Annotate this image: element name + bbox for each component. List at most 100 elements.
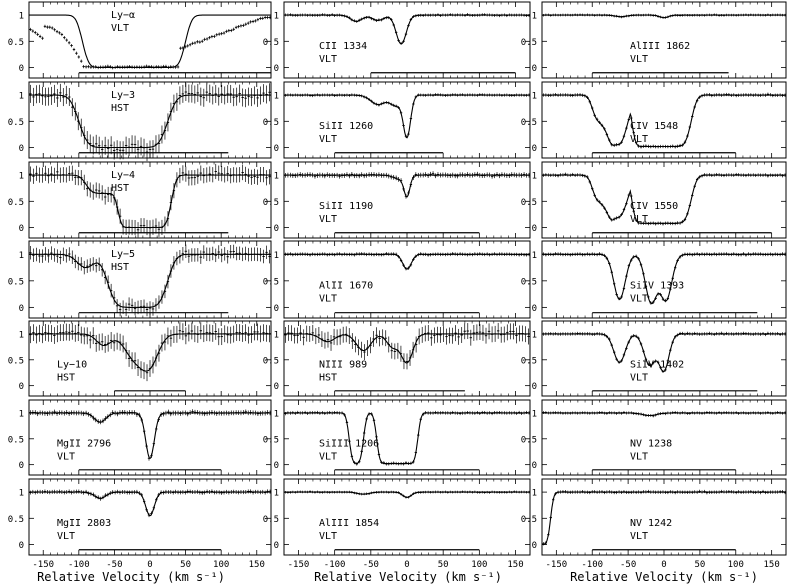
y-tick-label: 0.5 xyxy=(8,118,24,128)
panel-cii-1334: 0 0.5 1 CII 1334 VLT xyxy=(263,1,531,79)
panel-ly-5-3: 0 0.5 1 Ly−5 HST xyxy=(8,240,272,319)
y-tick-label: 1 xyxy=(19,409,24,419)
panel-frame xyxy=(283,240,531,319)
model-curve xyxy=(29,174,271,229)
model-curve xyxy=(29,253,271,308)
panel-instrument-label: VLT xyxy=(630,294,648,305)
panel-siiv-1393: 0 0.5 1 SiIV 1393 VLT xyxy=(521,240,787,319)
panel-ion-label: Ly−5 xyxy=(111,249,135,260)
y-tick-label: 0 xyxy=(274,224,279,234)
y-tick-label: 0 xyxy=(274,304,279,314)
y-tick-label: 0 xyxy=(19,144,24,154)
panel-mgii-2796: 0 0.5 1 MgII 2796 VLT xyxy=(8,399,272,476)
panel-frame xyxy=(541,161,787,239)
y-tick-label: 0.5 xyxy=(263,118,279,128)
panel-ion-label: NIII 989 xyxy=(319,360,367,371)
panel-mgii-2803: 0 0.5 1 MgII 2803 VLT -150 -100 -50 0 50 100 150 xyxy=(8,478,272,570)
panel-civ-1550: 0 0.5 1 CIV 1550 VLT xyxy=(521,161,787,239)
y-tick-label: 0.5 xyxy=(521,277,537,287)
panel-frame xyxy=(283,161,531,239)
y-tick-label: 1 xyxy=(532,330,537,340)
y-tick-label: 0.5 xyxy=(521,356,537,366)
panel-instrument-label: VLT xyxy=(319,531,337,542)
panel-ion-label: MgII 2803 xyxy=(57,518,111,529)
y-tick-label: 1 xyxy=(532,172,537,182)
y-tick-label: 0 xyxy=(532,144,537,154)
panel-ion-label: MgII 2796 xyxy=(57,439,111,450)
y-tick-label: 0 xyxy=(19,224,24,234)
data-points xyxy=(542,172,787,226)
y-tick-label: 0.5 xyxy=(263,356,279,366)
panel-frame xyxy=(283,478,531,556)
data-points xyxy=(542,252,787,305)
x-tick-label: -100 xyxy=(68,560,90,570)
data-points xyxy=(29,489,272,518)
x-tick-label: 150 xyxy=(249,560,265,570)
y-tick-label: 1 xyxy=(274,251,279,261)
model-curve xyxy=(284,174,530,198)
model-curve xyxy=(29,333,271,372)
panel-instrument-label: VLT xyxy=(630,214,648,225)
panel-ion-label: CII 1334 xyxy=(319,41,367,52)
y-tick-label: 0 xyxy=(532,64,537,74)
panel-ion-label: Ly−4 xyxy=(111,170,135,181)
x-tick-label: 100 xyxy=(213,560,229,570)
data-points xyxy=(29,15,272,70)
y-tick-label: 0 xyxy=(19,461,24,471)
panel-ion-label: SiIV 1393 xyxy=(630,281,684,292)
panel-ion-label: Ly−10 xyxy=(57,360,87,371)
y-tick-label: 0 xyxy=(274,541,279,551)
panel-ion-label: SiIII 1206 xyxy=(319,439,379,450)
panel-niii-989: 0 0.5 1 NIII 989 HST xyxy=(263,320,531,397)
y-tick-label: 0 xyxy=(274,64,279,74)
y-tick-label: 0.5 xyxy=(8,198,24,208)
y-tick-label: 1 xyxy=(274,489,279,499)
panel-frame xyxy=(283,1,531,79)
y-tick-label: 0.5 xyxy=(8,435,24,445)
model-curve xyxy=(29,94,271,149)
panel-instrument-label: VLT xyxy=(319,214,337,225)
panel-instrument-label: VLT xyxy=(319,452,337,463)
panel-ion-label: CIV 1550 xyxy=(630,201,678,212)
x-tick-label: 0 xyxy=(404,560,409,570)
model-curve xyxy=(284,253,530,270)
data-points xyxy=(29,244,271,317)
y-tick-label: 0.5 xyxy=(8,356,24,366)
panel-ion-label: AlIII 1862 xyxy=(630,41,690,52)
panel-ion-label: SiII 1260 xyxy=(319,121,373,132)
y-tick-label: 1 xyxy=(274,92,279,102)
panel-instrument-label: HST xyxy=(111,183,129,194)
y-tick-label: 1 xyxy=(19,12,24,22)
model-curve xyxy=(284,14,530,45)
panel-frame xyxy=(541,240,787,319)
y-tick-label: 0 xyxy=(19,64,24,74)
y-tick-label: 0 xyxy=(19,382,24,392)
panel-instrument-label: HST xyxy=(57,373,75,384)
panel-frame xyxy=(283,81,531,159)
y-tick-label: 0.5 xyxy=(263,435,279,445)
panel-civ-1548: 0 0.5 1 CIV 1548 VLT xyxy=(521,81,787,159)
x-tick-label: -100 xyxy=(324,560,346,570)
x-tick-label: -50 xyxy=(363,560,379,570)
model-curve xyxy=(542,174,786,224)
y-tick-label: 1 xyxy=(274,409,279,419)
y-tick-label: 0 xyxy=(532,304,537,314)
model-curve xyxy=(29,412,271,460)
panel-instrument-label: HST xyxy=(319,373,337,384)
y-tick-label: 0 xyxy=(274,461,279,471)
x-tick-label: 0 xyxy=(147,560,152,570)
y-tick-label: 1 xyxy=(274,172,279,182)
y-tick-label: 1 xyxy=(19,172,24,182)
panels: 0 0.5 1 Ly−α VLT 0 0.5 1 Ly−3 HST 0 0.5 1 Ly−4 HST 0 0.5… xyxy=(8,1,787,570)
y-tick-label: 1 xyxy=(19,251,24,261)
panel-instrument-label: VLT xyxy=(630,134,648,145)
panel-instrument-label: VLT xyxy=(319,294,337,305)
model-curve xyxy=(284,94,530,139)
panel-instrument-label: VLT xyxy=(57,452,75,463)
panel-instrument-label: HST xyxy=(111,262,129,273)
y-tick-label: 0 xyxy=(19,304,24,314)
model-curve xyxy=(29,491,271,517)
panel-ion-label: AlII 1670 xyxy=(319,281,373,292)
panel-siii-1260: 0 0.5 1 SiII 1260 VLT xyxy=(263,81,531,159)
